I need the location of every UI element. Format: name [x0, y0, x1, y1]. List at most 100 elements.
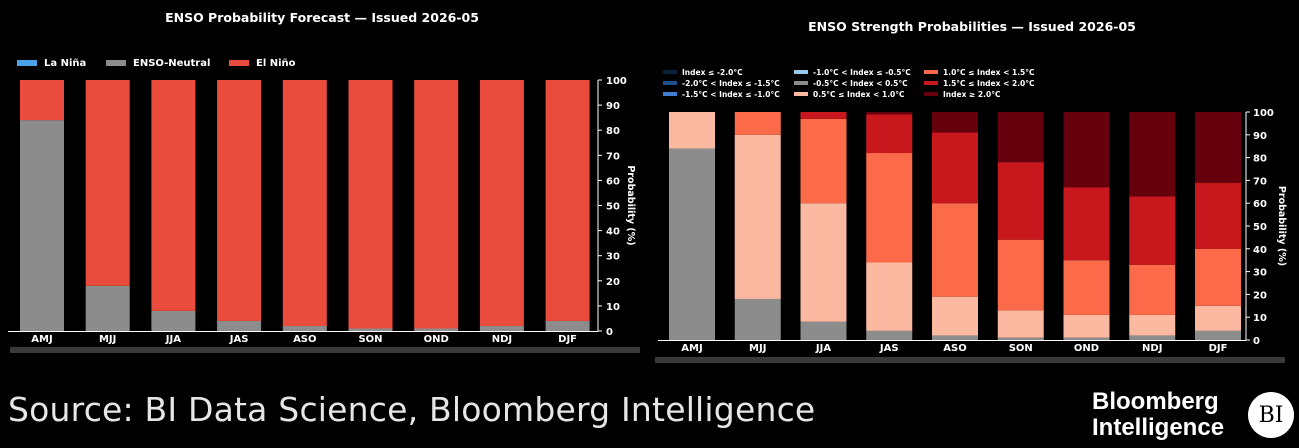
legend-label: Index ≥ 2.0°C — [943, 90, 1001, 99]
legend-label: 1.5°C ≤ Index < 2.0°C — [943, 79, 1035, 88]
bar-segment — [1063, 260, 1110, 315]
x-tick-label: JAS — [229, 334, 249, 345]
bar-segment — [1195, 112, 1241, 183]
y-tick-label: 10 — [1253, 313, 1267, 324]
y-tick-label: 20 — [1253, 290, 1267, 301]
bar-segment — [414, 328, 459, 331]
legend-label: -2.0°C < Index ≤ -1.5°C — [682, 79, 780, 88]
bar-segment — [1129, 264, 1176, 315]
bar-segment — [414, 80, 459, 329]
bar-segment — [217, 80, 262, 321]
legend-swatch — [794, 81, 808, 85]
bar-segment — [734, 298, 781, 340]
legend-label: Index ≤ -2.0°C — [682, 68, 743, 77]
y-tick-label: 90 — [606, 101, 620, 112]
source-note: Source: BI Data Science, Bloomberg Intel… — [8, 390, 816, 429]
legend-label: -1.0°C < Index ≤ -0.5°C — [813, 68, 911, 77]
legend-label: ENSO-Neutral — [133, 58, 210, 69]
bar-segment — [932, 132, 978, 204]
bar-segment — [866, 112, 913, 115]
bar-segment — [932, 203, 978, 297]
x-tick-label: NDJ — [492, 334, 512, 345]
bar-segment — [866, 114, 913, 154]
y-tick-label: 50 — [1253, 222, 1267, 233]
base-strip — [10, 347, 640, 353]
bar-segment — [20, 120, 64, 331]
legend-swatch — [229, 60, 249, 66]
y-tick-label: 30 — [606, 252, 620, 263]
x-tick-label: ASO — [293, 334, 316, 345]
x-tick-label: SON — [1009, 343, 1033, 354]
bar-segment — [866, 330, 913, 340]
bar-segment — [734, 112, 781, 135]
legend-swatch — [924, 92, 938, 96]
bar-segment — [1063, 314, 1110, 338]
bar-segment — [1195, 330, 1241, 340]
bar-segment — [734, 134, 781, 299]
brand-line2: Intelligence — [1092, 414, 1225, 441]
bar-segment — [1129, 112, 1176, 197]
brand-badge: BI — [1248, 392, 1294, 438]
bar-segment — [997, 337, 1044, 340]
bar-segment — [85, 80, 130, 286]
y-tick-label: 100 — [1253, 108, 1274, 119]
enso-strength-chart: ENSO Strength Probabilities — Issued 202… — [655, 19, 1287, 363]
y-axis-label: Probability (%) — [625, 165, 636, 245]
bar-segment — [1063, 112, 1110, 188]
bar-segment — [800, 112, 847, 119]
x-tick-label: MJJ — [99, 334, 116, 345]
x-tick-label: OND — [424, 334, 449, 345]
y-tick-label: 10 — [606, 302, 620, 313]
legend-label: 1.0°C ≤ Index < 1.5°C — [943, 68, 1035, 77]
bar-segment — [282, 80, 327, 326]
x-tick-label: SON — [358, 334, 382, 345]
bar-segment — [1129, 196, 1176, 265]
x-tick-label: DJF — [558, 334, 577, 345]
y-tick-label: 80 — [606, 126, 620, 137]
x-tick-label: NDJ — [1142, 343, 1162, 354]
legend-label: El Niño — [256, 58, 296, 69]
x-tick-label: AMJ — [31, 334, 52, 345]
bar-segment — [217, 320, 262, 331]
legend-label: La Niña — [44, 58, 86, 69]
bar-segment — [997, 310, 1044, 338]
bar-segment — [669, 148, 715, 340]
legend-swatch — [924, 70, 938, 74]
bar-segment — [997, 162, 1044, 240]
bar-segment — [151, 310, 196, 331]
bar-segment — [932, 112, 978, 133]
bar-segment — [348, 80, 393, 329]
legend-swatch — [663, 81, 677, 85]
brand-line1: Bloomberg — [1092, 388, 1219, 415]
bar-segment — [866, 153, 913, 263]
bar-segment — [800, 118, 847, 204]
base-strip — [655, 357, 1285, 363]
chart-title: ENSO Probability Forecast — Issued 2026-… — [165, 10, 479, 25]
bar-segment — [1195, 305, 1241, 331]
legend-swatch — [794, 70, 808, 74]
bar-segment — [932, 335, 978, 340]
bar-segment — [151, 80, 196, 311]
bar-segment — [800, 203, 847, 322]
bar-segment — [1129, 335, 1176, 340]
bar-segment — [20, 80, 64, 121]
legend-swatch — [794, 92, 808, 96]
x-tick-label: AMJ — [681, 343, 702, 354]
legend-label: -1.5°C < Index ≤ -1.0°C — [682, 90, 780, 99]
y-tick-label: 70 — [1253, 176, 1267, 187]
bar-segment — [1195, 182, 1241, 249]
bar-segment — [85, 285, 130, 331]
bar-segment — [545, 80, 590, 321]
y-tick-label: 80 — [1253, 154, 1267, 165]
x-tick-label: ASO — [943, 343, 966, 354]
legend-swatch — [663, 92, 677, 96]
x-tick-label: JJA — [815, 343, 831, 354]
y-tick-label: 20 — [606, 277, 620, 288]
bar-segment — [479, 80, 524, 326]
y-tick-label: 60 — [606, 176, 620, 187]
y-tick-label: 30 — [1253, 268, 1267, 279]
legend-swatch — [17, 60, 37, 66]
y-tick-label: 50 — [606, 202, 620, 213]
x-tick-label: JJA — [165, 334, 181, 345]
